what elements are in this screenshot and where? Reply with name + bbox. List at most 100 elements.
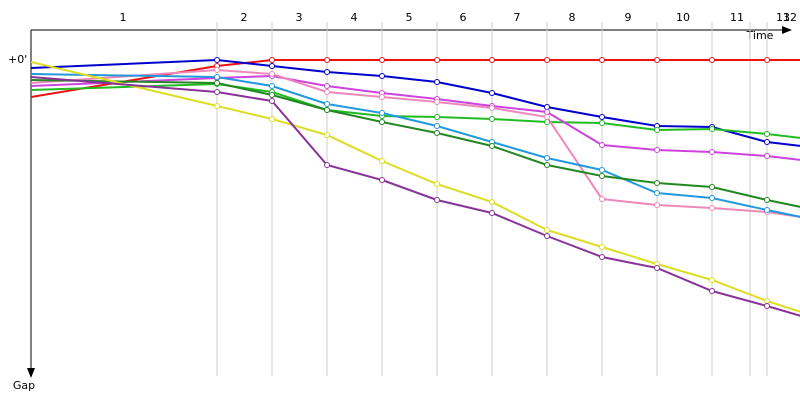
series-line <box>31 73 800 218</box>
lap-point <box>709 126 715 132</box>
lap-point <box>764 57 770 63</box>
lap-point <box>379 57 385 63</box>
lap-point <box>654 265 660 271</box>
lap-point <box>654 147 660 153</box>
lap-point <box>544 155 550 161</box>
lap-point <box>489 116 495 122</box>
lap-point <box>489 143 495 149</box>
lap-point <box>544 227 550 233</box>
lap-point <box>654 127 660 133</box>
lap-point <box>764 153 770 159</box>
lap-point <box>764 298 770 304</box>
lap-point <box>269 83 275 89</box>
lap-point <box>654 57 660 63</box>
lap-label: 3 <box>296 11 303 24</box>
lap-point <box>544 162 550 168</box>
series-line <box>31 82 800 139</box>
lap-point <box>324 83 330 89</box>
lap-point <box>544 119 550 125</box>
zero-label: +0' <box>8 53 27 66</box>
lap-point <box>434 114 440 120</box>
lap-point <box>709 288 715 294</box>
lap-label: 5 <box>406 11 413 24</box>
lap-point <box>324 132 330 138</box>
lap-point <box>269 116 275 122</box>
lap-label: 9 <box>625 11 632 24</box>
lap-point <box>709 57 715 63</box>
lap-label: 11 <box>730 11 744 24</box>
lap-point <box>544 233 550 239</box>
lap-point <box>709 149 715 155</box>
lap-point <box>379 110 385 116</box>
lap-point <box>764 197 770 203</box>
lap-point <box>379 94 385 100</box>
lap-point <box>434 130 440 136</box>
lap-point <box>709 195 715 201</box>
lap-point <box>489 57 495 63</box>
lap-point <box>654 202 660 208</box>
lap-point <box>214 89 220 95</box>
lap-label: 10 <box>676 11 690 24</box>
lap-point <box>434 197 440 203</box>
lap-point <box>379 119 385 125</box>
lap-point <box>599 167 605 173</box>
lap-point <box>599 120 605 126</box>
lap-point <box>269 63 275 69</box>
lap-point <box>544 57 550 63</box>
lap-label: 1 <box>120 11 127 24</box>
y-axis-title: Gap <box>13 379 35 392</box>
lap-point <box>214 103 220 109</box>
lap-point <box>489 199 495 205</box>
lap-point <box>544 104 550 110</box>
lap-point <box>764 207 770 213</box>
lap-point <box>214 80 220 86</box>
lap-point <box>599 196 605 202</box>
lap-point <box>434 79 440 85</box>
lap-point <box>434 57 440 63</box>
lap-point <box>544 114 550 120</box>
time-arrow <box>782 26 792 34</box>
lap-point <box>709 205 715 211</box>
gap-arrow <box>27 368 35 378</box>
lap-point <box>764 131 770 137</box>
lap-point <box>324 89 330 95</box>
lap-point <box>324 162 330 168</box>
lap-label: 4 <box>351 11 358 24</box>
series-line <box>31 58 800 147</box>
lap-point <box>324 101 330 107</box>
lap-point <box>269 57 275 63</box>
lap-point <box>434 123 440 129</box>
lap-point <box>269 92 275 98</box>
lap-point <box>654 180 660 186</box>
lap-label: 12 <box>783 11 797 24</box>
lap-label: 7 <box>514 11 521 24</box>
lap-point <box>214 74 220 80</box>
lap-point <box>324 57 330 63</box>
lap-point <box>324 69 330 75</box>
lap-point <box>379 73 385 79</box>
lap-point <box>214 67 220 73</box>
lap-point <box>434 99 440 105</box>
lap-point <box>709 184 715 190</box>
lap-point <box>324 107 330 113</box>
lap-point <box>379 177 385 183</box>
lap-point <box>764 303 770 309</box>
lap-label: 6 <box>460 11 467 24</box>
lap-point <box>489 105 495 111</box>
lap-point <box>709 277 715 283</box>
lap-label: 13 <box>776 11 790 24</box>
lap-point <box>599 244 605 250</box>
lap-label: 2 <box>241 11 248 24</box>
lap-point <box>654 190 660 196</box>
lap-point <box>599 173 605 179</box>
series-line <box>31 59 800 98</box>
lap-point <box>599 142 605 148</box>
lap-point <box>269 71 275 77</box>
lap-point <box>489 90 495 96</box>
lap-point <box>489 210 495 216</box>
lap-label: 8 <box>569 11 576 24</box>
lap-point <box>434 181 440 187</box>
lap-point <box>599 114 605 120</box>
lap-point <box>599 57 605 63</box>
